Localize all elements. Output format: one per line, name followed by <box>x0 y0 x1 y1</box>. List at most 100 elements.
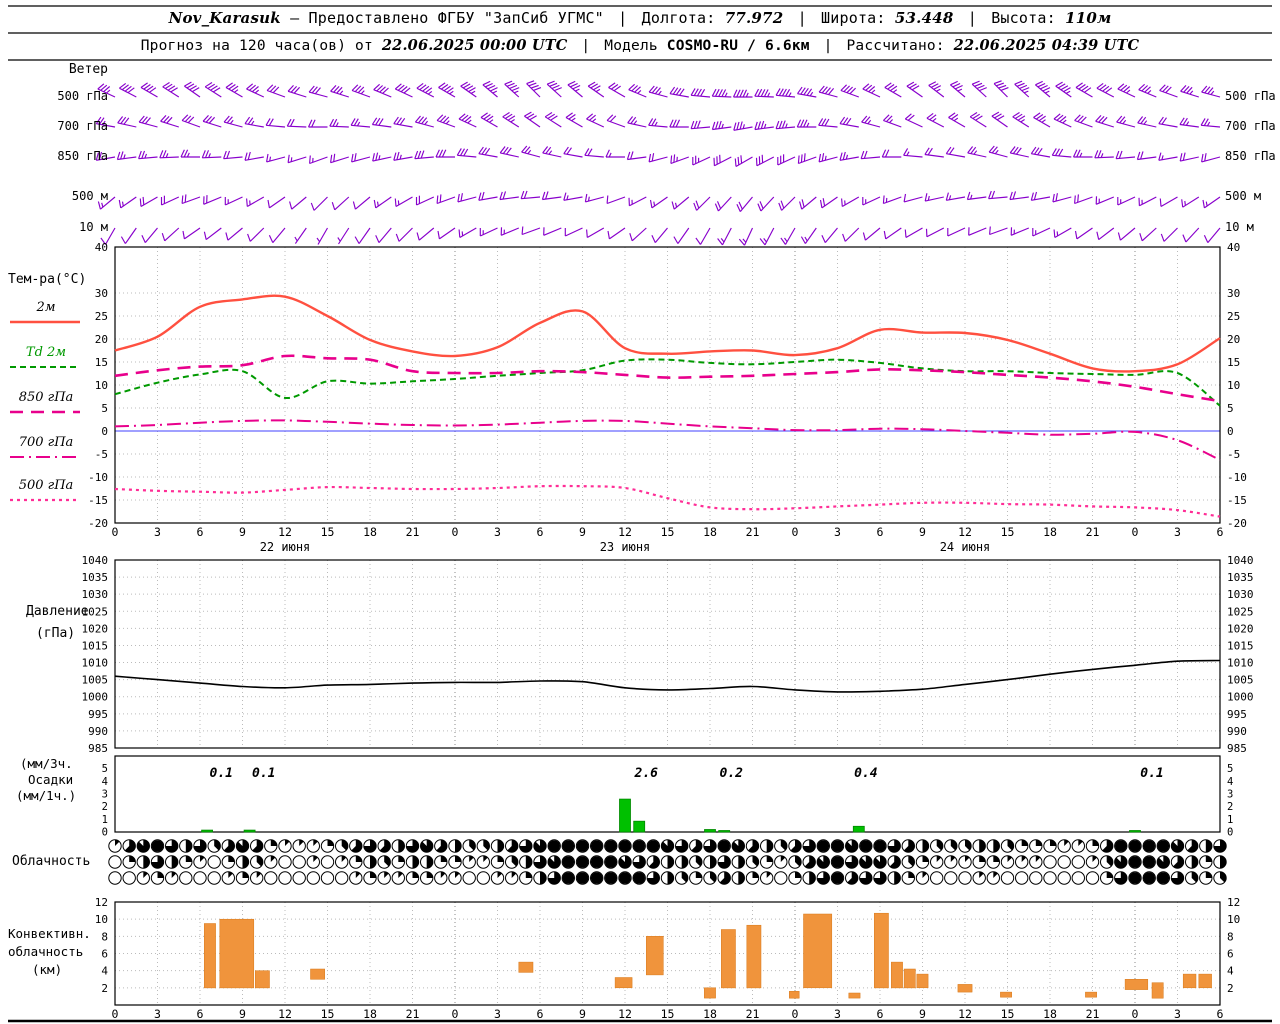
header-line-2: Прогноз на 120 часа(ов) от 22.06.2025 00… <box>0 37 1280 54</box>
svg-text:12: 12 <box>278 1007 292 1021</box>
svg-text:21: 21 <box>1086 525 1100 539</box>
svg-text:0: 0 <box>112 525 119 539</box>
legend-t2m: 2м <box>36 300 56 315</box>
svg-text:9: 9 <box>579 1007 586 1021</box>
legend-t700: 700 гПа <box>18 435 74 450</box>
svg-text:1030: 1030 <box>1227 588 1254 601</box>
svg-text:6: 6 <box>877 1007 884 1021</box>
x-axis-labels: 0 3 6 9 12 15 18 21 0 3 6 9 12 15 18 21 0 3 6 9 12 15 18 21 0 3 6 2… <box>112 525 1224 554</box>
svg-text:3: 3 <box>834 1007 841 1021</box>
svg-text:18: 18 <box>363 525 377 539</box>
svg-text:8: 8 <box>101 930 108 943</box>
pressure-panel: 1040 1040 1035 1035 1030 1030 1025 1025 1020 1020… <box>82 554 1254 755</box>
svg-text:40: 40 <box>1227 241 1240 254</box>
svg-text:1005: 1005 <box>82 674 109 687</box>
conv-label-3: (км) <box>32 962 63 977</box>
svg-text:-5: -5 <box>1227 448 1240 461</box>
header-rules <box>8 5 1272 1023</box>
svg-text:0.4: 0.4 <box>854 766 878 781</box>
longitude-label: Долгота: <box>641 9 716 27</box>
longitude-value: 77.972 <box>724 9 784 27</box>
wind-panel <box>95 80 1221 246</box>
header-separator: | <box>581 38 591 54</box>
svg-text:12: 12 <box>958 525 972 539</box>
svg-text:2.6: 2.6 <box>634 766 659 781</box>
svg-text:10: 10 <box>95 379 108 392</box>
svg-text:9: 9 <box>919 1007 926 1021</box>
wind-left-10m: 10 м <box>79 220 108 234</box>
svg-text:-15: -15 <box>1227 494 1247 507</box>
svg-text:1020: 1020 <box>1227 622 1254 635</box>
svg-text:6: 6 <box>197 1007 204 1021</box>
svg-text:985: 985 <box>1227 742 1247 755</box>
svg-text:6: 6 <box>1217 525 1224 539</box>
init-time: 22.06.2025 00:00 UTC <box>381 37 568 54</box>
precip-panel: 5 54 43 32 21 10 00.1 0.1 2.6 0.2 0.4 0.1 <box>102 755 1233 839</box>
altitude-label: Высота: <box>991 9 1056 27</box>
svg-text:21: 21 <box>1086 1007 1100 1021</box>
svg-text:1: 1 <box>102 814 108 826</box>
svg-text:18: 18 <box>703 525 717 539</box>
svg-text:8: 8 <box>1227 930 1234 943</box>
svg-text:10: 10 <box>1227 379 1240 392</box>
svg-text:1000: 1000 <box>1227 691 1254 704</box>
svg-text:9: 9 <box>239 1007 246 1021</box>
svg-text:3: 3 <box>1227 789 1233 801</box>
calc-time: 22.06.2025 04:39 UTC <box>953 37 1140 54</box>
pressure-label-2: (гПа) <box>36 626 76 641</box>
bottom-axis-labels: 0 3 6 9 12 15 18 21 0 3 6 9 12 15 18 21 0 3 6 9 12 15 18 21 0 3 6 <box>112 1007 1224 1021</box>
svg-text:6: 6 <box>537 525 544 539</box>
svg-text:12: 12 <box>618 1007 632 1021</box>
header-separator: | <box>797 9 807 27</box>
svg-text:1030: 1030 <box>82 588 109 601</box>
precip-label-2: Осадки <box>28 772 74 787</box>
svg-text:15: 15 <box>321 525 335 539</box>
svg-text:0: 0 <box>452 1007 459 1021</box>
svg-text:18: 18 <box>703 1007 717 1021</box>
svg-text:9: 9 <box>239 525 246 539</box>
temperature-panel: 40 40 30 30 25 25 20 20 15 15 10 10 5 5 0 0 -5 -5 -10 -10 -1… <box>10 241 1247 530</box>
svg-text:3: 3 <box>102 789 108 801</box>
latitude-label: Широта: <box>821 9 886 27</box>
station-name: Nov_Karasuk <box>168 9 281 27</box>
svg-text:3: 3 <box>1174 1007 1181 1021</box>
svg-text:0.2: 0.2 <box>720 766 744 781</box>
svg-text:4: 4 <box>1227 776 1233 788</box>
provider-text: Предоставлено ФГБУ "ЗапСиб УГМС" <box>308 9 604 27</box>
svg-text:20: 20 <box>1227 333 1240 346</box>
svg-text:12: 12 <box>958 1007 972 1021</box>
svg-text:1010: 1010 <box>1227 657 1254 670</box>
svg-text:0: 0 <box>1227 425 1234 438</box>
svg-text:3: 3 <box>154 1007 161 1021</box>
model-label: Модель <box>604 38 658 54</box>
temp-panel-title: Тем-ра(°C) <box>8 272 87 287</box>
svg-text:0: 0 <box>792 1007 799 1021</box>
conv-panel: 12 12 10 10 8 8 6 6 4 4 2 2 <box>95 896 1240 1006</box>
svg-text:21: 21 <box>746 1007 760 1021</box>
svg-text:15: 15 <box>1227 356 1240 369</box>
svg-text:24 июня: 24 июня <box>940 540 991 554</box>
svg-text:2: 2 <box>102 801 108 813</box>
svg-text:4: 4 <box>102 776 108 788</box>
conv-label-2: облачность <box>8 944 84 959</box>
svg-text:25: 25 <box>1227 310 1240 323</box>
svg-text:2: 2 <box>101 982 108 995</box>
svg-text:10: 10 <box>1227 913 1240 926</box>
svg-text:1040: 1040 <box>1227 554 1254 567</box>
svg-text:6: 6 <box>197 525 204 539</box>
svg-text:6: 6 <box>537 1007 544 1021</box>
svg-text:23 июня: 23 июня <box>600 540 651 554</box>
svg-text:4: 4 <box>1227 965 1234 978</box>
header-separator: | <box>618 9 628 27</box>
svg-text:15: 15 <box>661 1007 675 1021</box>
header-line-1: Nov_Karasuk – Предоставлено ФГБУ "ЗапСиб… <box>0 9 1280 27</box>
svg-text:0: 0 <box>112 1007 119 1021</box>
legend-td2m: Td 2м <box>25 345 67 360</box>
calc-label: Рассчитано: <box>846 38 945 54</box>
svg-text:-10: -10 <box>88 471 108 484</box>
svg-text:-10: -10 <box>1227 471 1247 484</box>
svg-text:12: 12 <box>95 896 108 909</box>
svg-text:21: 21 <box>746 525 760 539</box>
svg-text:15: 15 <box>661 525 675 539</box>
svg-text:9: 9 <box>579 525 586 539</box>
